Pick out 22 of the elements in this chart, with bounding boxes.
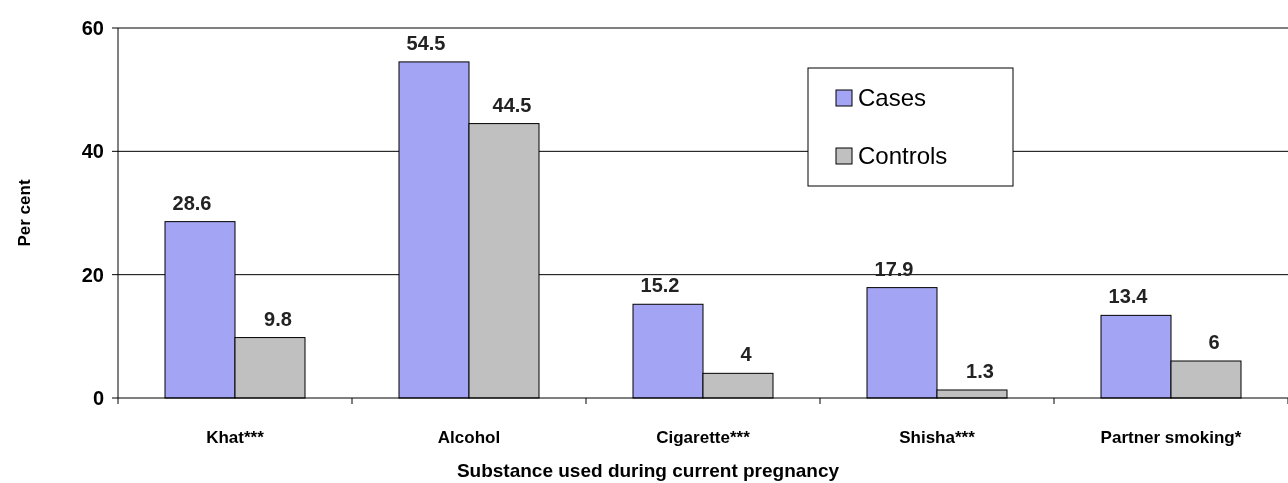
data-label: 44.5 bbox=[492, 93, 532, 116]
legend-label: Controls bbox=[858, 142, 948, 169]
data-label: 28.6 bbox=[172, 191, 212, 214]
x-tick-label: Khat*** bbox=[206, 428, 265, 447]
x-tick-label: Alcohol bbox=[437, 428, 501, 447]
y-axis-title: Per cent bbox=[15, 179, 34, 247]
x-axis-title: Substance used during current pregnancy bbox=[456, 460, 840, 481]
data-label: 54.5 bbox=[406, 31, 446, 54]
x-tick-label: Cigarette*** bbox=[656, 428, 751, 447]
data-label: 13.4 bbox=[1108, 285, 1149, 308]
y-tick-label: 40 bbox=[81, 140, 104, 163]
data-label: 4 bbox=[740, 343, 753, 366]
data-label: 6 bbox=[1208, 331, 1220, 353]
data-label: 9.8 bbox=[264, 307, 292, 330]
y-tick-label: 20 bbox=[81, 263, 104, 286]
y-tick-label: 60 bbox=[81, 17, 104, 39]
data-label: 1.3 bbox=[966, 359, 994, 382]
y-tick-label: 0 bbox=[92, 387, 104, 409]
data-label: 15.2 bbox=[640, 274, 680, 297]
legend-label: Cases bbox=[858, 84, 927, 111]
x-tick-label: Partner smoking* bbox=[1100, 428, 1242, 447]
x-tick-label: Shisha*** bbox=[899, 428, 976, 447]
